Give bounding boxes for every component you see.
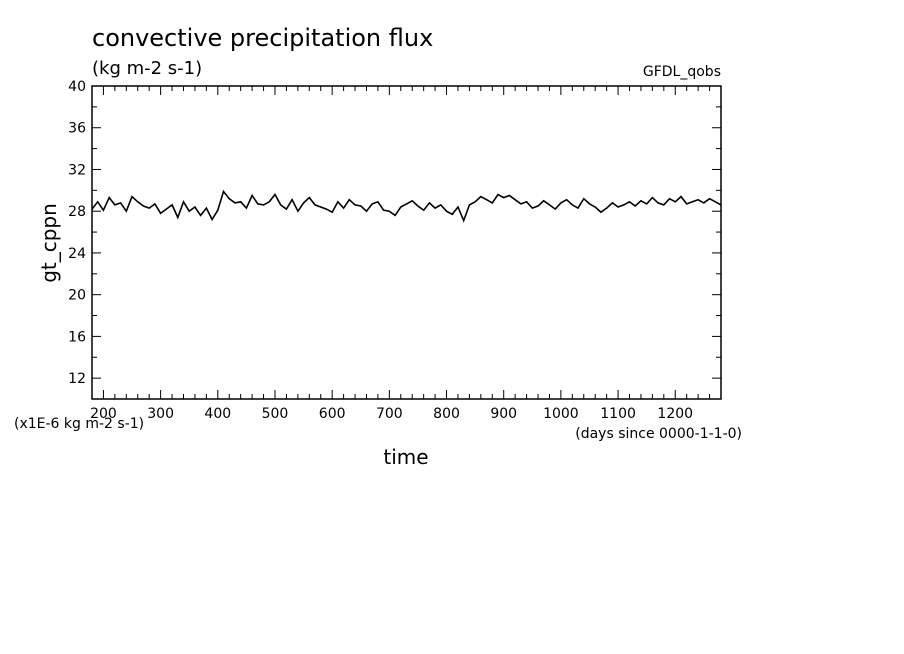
y-tick-label: 12: [68, 371, 86, 387]
y-tick-label: 24: [68, 246, 86, 262]
y-tick-label: 32: [68, 162, 86, 178]
x-tick-label: 1200: [657, 406, 693, 422]
y-tick-label: 40: [68, 79, 86, 95]
x-tick-label: 600: [319, 406, 346, 422]
chart-units: (kg m-2 s-1): [92, 58, 202, 79]
y-axis-title: gt_cppn: [37, 203, 61, 283]
x-tick-label: 1100: [600, 406, 636, 422]
x-tick-label: 200: [90, 406, 117, 422]
series-line: [91, 189, 722, 223]
chart-title: convective precipitation flux: [92, 24, 433, 52]
x-tick-label: 900: [490, 406, 517, 422]
x-tick-label: 700: [376, 406, 403, 422]
y-tick-label: 36: [68, 121, 86, 137]
y-axis-units: (x1E-6 kg m-2 s-1): [14, 416, 144, 432]
x-tick-label: 400: [204, 406, 231, 422]
plot-frame: [91, 85, 722, 400]
axis-tick-labels: 12 16 20 24 28 32 36 40 200 300 400 500 600 700 800 900…: [68, 79, 693, 422]
y-tick-label: 20: [68, 288, 86, 304]
axis-ticks: [91, 85, 722, 400]
x-axis-units: (days since 0000-1-1-0): [575, 426, 742, 442]
y-tick-label: 16: [68, 329, 86, 345]
x-tick-label: 1000: [543, 406, 579, 422]
x-tick-label: 800: [433, 406, 460, 422]
source-label: GFDL_qobs: [643, 64, 721, 80]
x-axis-title: time: [383, 445, 428, 469]
x-tick-label: 300: [147, 406, 174, 422]
y-tick-label: 28: [68, 204, 86, 220]
x-tick-label: 500: [262, 406, 289, 422]
